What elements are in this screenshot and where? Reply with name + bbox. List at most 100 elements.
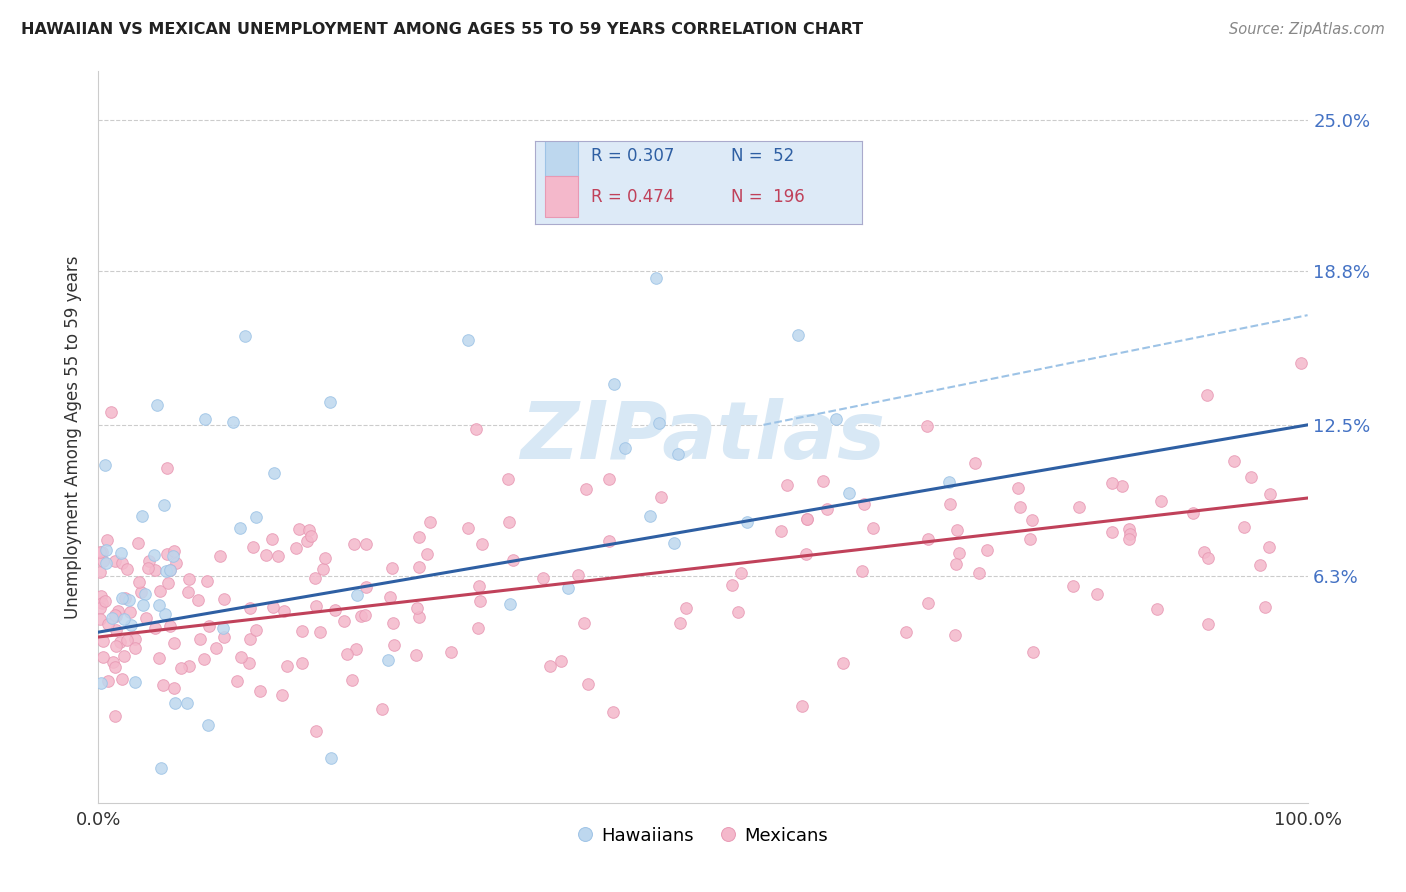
Point bbox=[163, 681, 186, 695]
Point bbox=[792, 699, 814, 714]
Point bbox=[159, 563, 181, 577]
Point bbox=[943, 628, 966, 642]
Point bbox=[205, 640, 228, 655]
Point bbox=[309, 624, 332, 639]
Point bbox=[550, 654, 572, 668]
Point bbox=[163, 636, 186, 650]
Point bbox=[852, 497, 875, 511]
Point bbox=[1195, 388, 1218, 402]
Point bbox=[249, 684, 271, 698]
Point bbox=[104, 608, 127, 623]
Point bbox=[666, 447, 689, 461]
Point bbox=[177, 659, 200, 673]
Point bbox=[1240, 470, 1263, 484]
Point bbox=[557, 581, 579, 595]
Point bbox=[354, 580, 377, 594]
Point bbox=[93, 594, 115, 608]
Point bbox=[796, 512, 818, 526]
Point bbox=[457, 521, 479, 535]
Point bbox=[440, 645, 463, 659]
Point bbox=[267, 549, 290, 564]
Point bbox=[273, 604, 295, 618]
Point bbox=[314, 551, 336, 566]
Point bbox=[100, 405, 122, 419]
Point bbox=[915, 418, 938, 433]
Point bbox=[572, 616, 595, 631]
Point bbox=[148, 650, 170, 665]
Point bbox=[312, 562, 335, 576]
Point bbox=[270, 688, 292, 702]
Point bbox=[89, 601, 111, 615]
Point bbox=[105, 624, 128, 638]
Point bbox=[108, 635, 131, 649]
Point bbox=[94, 542, 117, 557]
Point bbox=[408, 530, 430, 544]
Point bbox=[1289, 356, 1312, 370]
Point bbox=[229, 650, 252, 665]
Point bbox=[1007, 481, 1029, 495]
Point bbox=[917, 596, 939, 610]
Point bbox=[668, 615, 690, 630]
Point bbox=[343, 536, 366, 550]
Point bbox=[538, 659, 561, 673]
Point bbox=[305, 724, 328, 739]
Point bbox=[239, 600, 262, 615]
Point bbox=[645, 271, 668, 285]
Point bbox=[156, 547, 179, 561]
Point bbox=[502, 553, 524, 567]
Point bbox=[1194, 544, 1216, 558]
Point bbox=[354, 537, 377, 551]
Point bbox=[101, 611, 124, 625]
Point bbox=[124, 675, 146, 690]
Point bbox=[136, 561, 159, 575]
Point bbox=[1182, 507, 1205, 521]
Point bbox=[465, 422, 488, 436]
FancyBboxPatch shape bbox=[546, 135, 578, 176]
Point bbox=[613, 442, 636, 456]
Point bbox=[91, 649, 114, 664]
Point bbox=[1101, 524, 1123, 539]
Point bbox=[94, 458, 117, 473]
Point bbox=[131, 509, 153, 524]
Point bbox=[948, 546, 970, 560]
Point bbox=[245, 509, 267, 524]
Point bbox=[163, 544, 186, 558]
Point bbox=[938, 475, 960, 489]
Point bbox=[335, 647, 357, 661]
Point bbox=[145, 398, 167, 412]
Point bbox=[675, 601, 697, 615]
Point bbox=[165, 697, 187, 711]
Point bbox=[195, 574, 218, 588]
Point bbox=[104, 709, 127, 723]
Point bbox=[242, 541, 264, 555]
Point bbox=[233, 329, 256, 343]
Point bbox=[105, 640, 128, 654]
Point bbox=[1146, 601, 1168, 615]
Text: N =  52: N = 52 bbox=[731, 147, 794, 165]
Text: Source: ZipAtlas.com: Source: ZipAtlas.com bbox=[1229, 22, 1385, 37]
Point bbox=[1085, 587, 1108, 601]
Point bbox=[245, 624, 267, 638]
Point bbox=[179, 573, 201, 587]
Point bbox=[1019, 532, 1042, 546]
Point bbox=[176, 696, 198, 710]
Point bbox=[124, 632, 146, 646]
Point bbox=[340, 673, 363, 688]
Point bbox=[406, 601, 429, 615]
Point bbox=[114, 591, 136, 606]
Point bbox=[371, 702, 394, 716]
Point bbox=[1197, 617, 1219, 632]
Point bbox=[212, 591, 235, 606]
Point bbox=[603, 377, 626, 392]
Point bbox=[111, 672, 134, 686]
Point bbox=[1069, 500, 1091, 515]
Point bbox=[721, 578, 744, 592]
Point bbox=[260, 533, 283, 547]
Point bbox=[111, 556, 134, 570]
Legend: Hawaiians, Mexicans: Hawaiians, Mexicans bbox=[571, 820, 835, 852]
Point bbox=[152, 678, 174, 692]
Point bbox=[811, 475, 834, 489]
Point bbox=[1101, 475, 1123, 490]
Point bbox=[769, 524, 792, 539]
Text: R = 0.307: R = 0.307 bbox=[591, 147, 675, 165]
